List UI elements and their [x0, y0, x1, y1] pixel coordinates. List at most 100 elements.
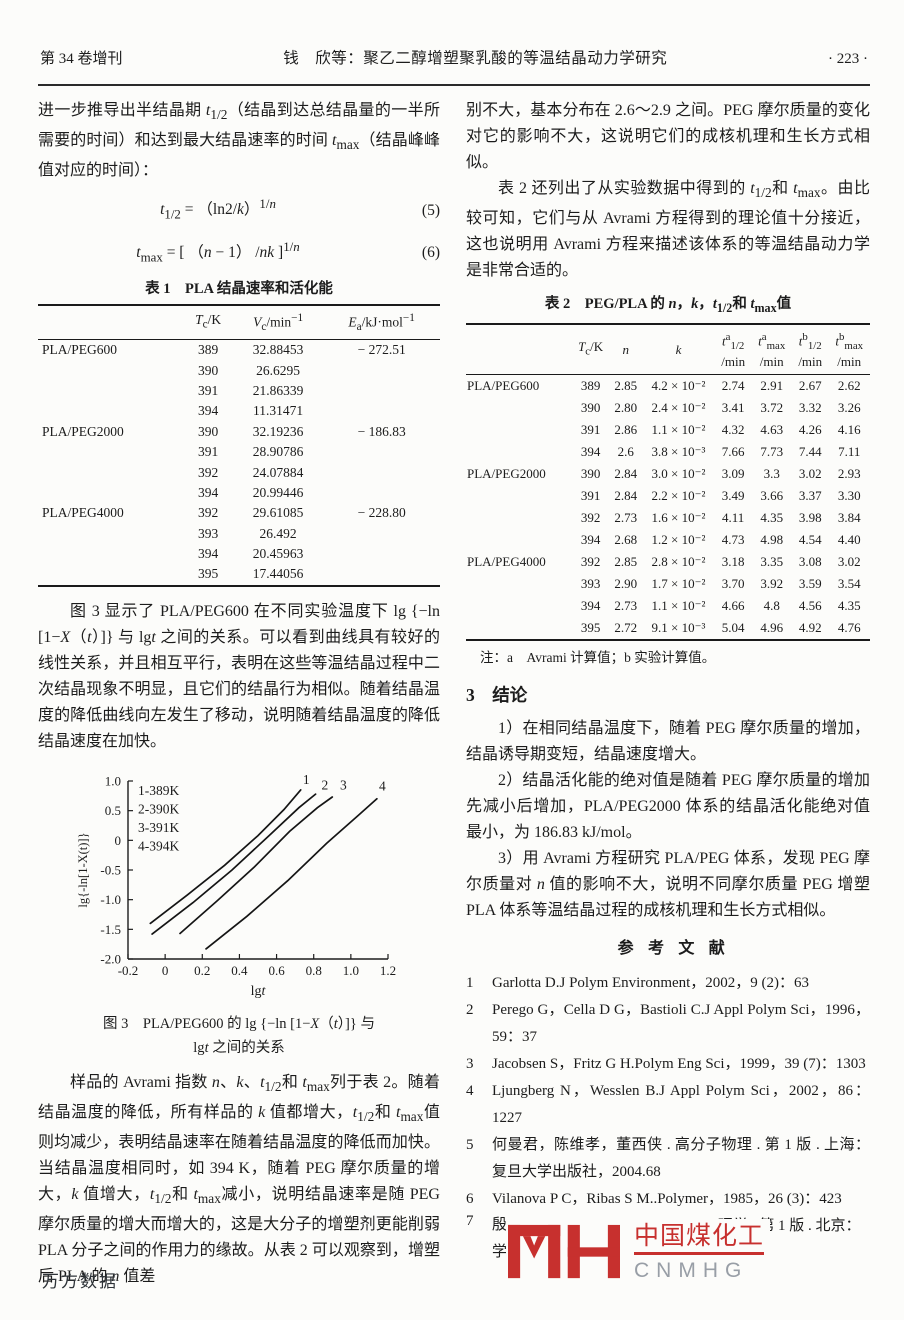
table-cell: 3.3: [763, 466, 780, 481]
table-cell: [38, 381, 183, 401]
table-row: 394 2.6 3.8 × 10⁻³ 7.66 7.73 7.44 7.11: [466, 441, 870, 463]
table-cell: 2.73: [614, 510, 638, 525]
table-cell: 4.35: [837, 598, 861, 613]
table-cell: 391: [580, 488, 601, 503]
table-cell: [466, 419, 572, 441]
table-cell: − 272.51: [357, 342, 406, 358]
paragraph-half-crystallization: 进一步推导出半结晶期 t1/2（结晶到达总结晶量的一半所需要的时间）和达到最大结…: [38, 102, 440, 180]
table-row: 394 11.31471: [38, 401, 440, 421]
reference-number: 1: [466, 975, 474, 991]
table-cell: 2.93: [837, 466, 861, 481]
table-cell: [466, 617, 572, 640]
table-cell: 2.73: [614, 598, 638, 613]
svg-text:0.5: 0.5: [105, 803, 121, 818]
table-cell: 4.11: [722, 510, 745, 525]
table-cell: PLA/PEG600: [467, 378, 540, 393]
page-number: · 223 ·: [828, 51, 868, 67]
table-row: 390 26.6295: [38, 360, 440, 380]
svg-text:0.8: 0.8: [306, 963, 322, 978]
table-cell: [323, 360, 440, 380]
table-cell: PLA/PEG2000: [467, 466, 546, 481]
table-cell: 11.31471: [253, 403, 304, 419]
svg-text:0.6: 0.6: [268, 963, 285, 978]
column-header: Tc/K: [571, 324, 610, 376]
svg-text:-0.2: -0.2: [118, 963, 139, 978]
column-header: [466, 324, 572, 376]
table-cell: [323, 462, 440, 482]
table-cell: 7.66: [721, 444, 745, 459]
table-cell: 391: [197, 444, 219, 460]
table-cell: 3.66: [760, 488, 784, 503]
table-cell: 4.98: [760, 532, 784, 547]
table-row: PLA/PEG2000 390 2.84 3.0 × 10⁻² 3.09 3.3 3.02 2…: [466, 463, 870, 485]
table-cell: 4.54: [798, 532, 822, 547]
table-cell: [38, 564, 183, 585]
table-cell: [38, 462, 183, 482]
table1-header-row: Tc/K Vc/min−1 Ea/kJ·mol−1: [38, 304, 440, 341]
paragraph-figure3-discussion: 图 3 显示了 PLA/PEG600 在不同实验温度下 lg {−ln [1−X…: [38, 602, 440, 750]
table-cell: 2.85: [614, 554, 638, 569]
table-cell: [466, 595, 572, 617]
table-cell: 7.73: [760, 444, 784, 459]
table-cell: 3.98: [798, 510, 822, 525]
table-cell: 3.18: [721, 554, 745, 569]
conclusion-item-3: 3）用 Avrami 方程研究 PLA/PEG 体系，发现 PEG 摩尔质量对 …: [466, 850, 870, 919]
column-header: Vc/min−1: [232, 304, 324, 341]
table-cell: [38, 483, 183, 503]
table-cell: [466, 397, 572, 419]
paragraph-table2-discussion: 表 2 还列出了从实验数据中得到的 t1/2和 tmax。由比较可知，它们与从 …: [466, 180, 870, 280]
table-cell: 394: [197, 484, 219, 500]
table-cell: 29.61085: [252, 505, 304, 521]
table-cell: 395: [580, 620, 601, 635]
right-column: 别不大，基本分布在 2.6～2.9 之间。PEG 摩尔质量的变化对它的影响不大，…: [466, 98, 870, 1287]
column-header: k: [641, 324, 715, 376]
reference-text: Garlotta D.J Polym Environment，2002，9 (2…: [492, 975, 810, 991]
table-cell: 21.86339: [252, 383, 304, 398]
table-cell: 2.90: [614, 576, 638, 591]
watermark-latin-text: CNMHG: [634, 1259, 749, 1282]
table-cell: 394: [197, 546, 219, 561]
table-cell: 4.73: [721, 532, 745, 547]
reference-number: 2: [466, 1002, 474, 1018]
table-cell: 4.26: [798, 422, 822, 437]
table-cell: [466, 485, 572, 507]
table-cell: 390: [197, 423, 219, 439]
table-cell: 3.32: [798, 400, 822, 415]
table-cell: 2.85: [614, 378, 638, 393]
two-column-layout: 进一步推导出半结晶期 t1/2（结晶到达总结晶量的一半所需要的时间）和达到最大结…: [38, 98, 870, 1287]
figure3-caption-line1: 图 3 PLA/PEG600 的 lg {−ln [1−X（t）]} 与: [103, 1015, 375, 1032]
table-cell: 9.1 × 10⁻³: [651, 620, 706, 635]
table-cell: 393: [580, 576, 601, 591]
table-cell: [466, 529, 572, 551]
reference-number: 5: [466, 1137, 474, 1153]
column-header: ta1/2/min: [714, 324, 752, 376]
table-cell: 20.45963: [252, 546, 304, 561]
table-cell: [38, 544, 183, 564]
svg-text:1.0: 1.0: [105, 773, 121, 788]
table-cell: 3.26: [837, 400, 861, 415]
table-cell: 4.2 × 10⁻²: [651, 378, 706, 393]
table-cell: 395: [197, 566, 219, 582]
paragraph-continuation: 别不大，基本分布在 2.6～2.9 之间。PEG 摩尔质量的变化对它的影响不大，…: [466, 102, 870, 171]
svg-text:1-389K: 1-389K: [138, 783, 179, 798]
svg-text:0: 0: [162, 963, 169, 978]
table-cell: 390: [580, 400, 601, 415]
table-cell: [323, 544, 440, 564]
table-cell: 3.30: [837, 488, 861, 503]
reference-item: 6 Vilanova P C，Ribas S M..Polymer，1985，26…: [466, 1186, 870, 1213]
table-cell: 26.492: [259, 525, 297, 541]
table-cell: 4.56: [798, 598, 822, 613]
watermark-chinese-text: 中国煤化工: [634, 1221, 765, 1255]
reference-7-text-line2: 学: [492, 1244, 508, 1260]
svg-text:2-390K: 2-390K: [138, 801, 179, 816]
equation-6-body: tmax = [ （n − 1） /nk ]1/n: [136, 238, 300, 264]
table-cell: 389: [580, 378, 601, 393]
table-row: PLA/PEG600 389 2.85 4.2 × 10⁻² 2.74 2.91 2.67 2…: [466, 375, 870, 398]
table-cell: 24.07884: [252, 464, 304, 480]
equation-6-number: (6): [421, 243, 440, 261]
table-row: 394 2.68 1.2 × 10⁻² 4.73 4.98 4.54 4.40: [466, 529, 870, 551]
svg-text:2: 2: [321, 777, 328, 792]
table-cell: 3.0 × 10⁻²: [651, 466, 706, 481]
table-cell: 3.41: [721, 400, 745, 415]
table-cell: 394: [580, 598, 601, 613]
